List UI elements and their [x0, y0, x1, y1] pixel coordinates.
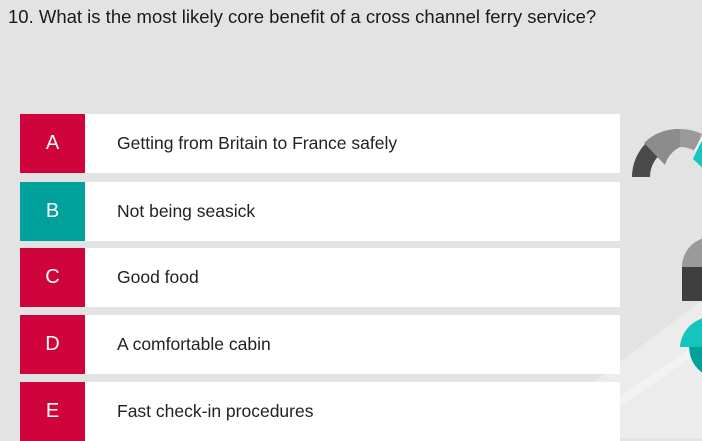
option-letter: B: [20, 182, 85, 241]
option-d[interactable]: D A comfortable cabin: [20, 315, 620, 374]
option-letter: A: [20, 114, 85, 173]
option-e[interactable]: E Fast check-in procedures: [20, 382, 620, 441]
option-b[interactable]: B Not being seasick: [20, 182, 620, 241]
option-text: Good food: [85, 248, 620, 307]
option-text: A comfortable cabin: [85, 315, 620, 374]
option-a[interactable]: A Getting from Britain to France safely: [20, 114, 620, 173]
option-letter: E: [20, 382, 85, 441]
option-letter: C: [20, 248, 85, 307]
decorative-graphic: [632, 128, 702, 373]
option-text: Fast check-in procedures: [85, 382, 620, 441]
option-text: Getting from Britain to France safely: [85, 114, 620, 173]
option-c[interactable]: C Good food: [20, 248, 620, 307]
option-letter: D: [20, 315, 85, 374]
option-text: Not being seasick: [85, 182, 620, 241]
question-title: 10. What is the most likely core benefit…: [8, 6, 597, 27]
